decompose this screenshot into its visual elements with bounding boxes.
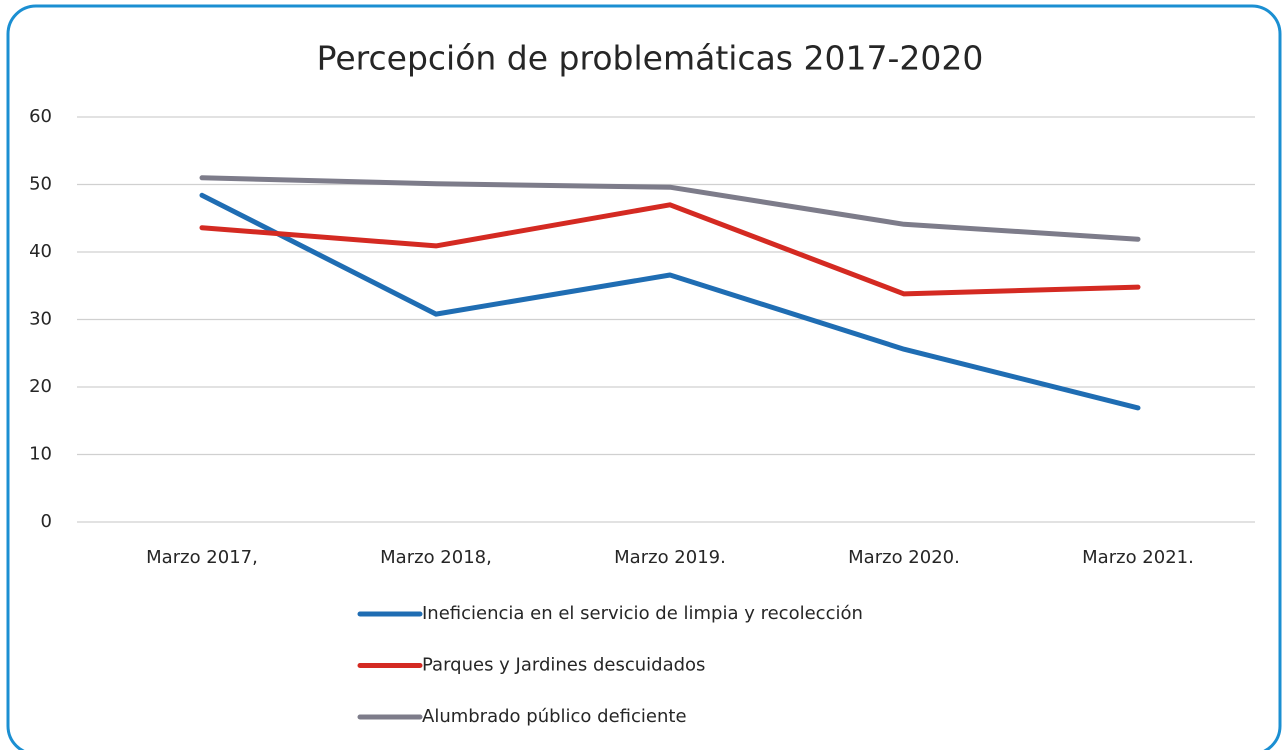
x-tick-label: Marzo 2020. — [848, 547, 960, 568]
x-tick-label: Marzo 2019. — [614, 547, 726, 568]
y-tick-label: 60 — [29, 106, 52, 127]
y-tick-label: 50 — [29, 174, 52, 195]
y-tick-label: 20 — [29, 376, 52, 397]
chart-title: Percepción de problemáticas 2017-2020 — [317, 39, 984, 78]
y-tick-label: 40 — [29, 241, 52, 262]
frame — [6, 4, 1282, 754]
series-line — [199, 175, 1141, 242]
y-tick-label: 30 — [29, 309, 52, 330]
y-tick-label: 0 — [41, 511, 52, 532]
legend-label: Ineficiencia en el servicio de limpia y … — [422, 603, 863, 624]
series-line — [199, 202, 1141, 297]
x-tick-label: Marzo 2021. — [1082, 547, 1194, 568]
y-tick-label: 10 — [29, 444, 52, 465]
series-line — [199, 192, 1141, 411]
x-tick-label: Marzo 2018, — [380, 547, 492, 568]
x-tick-label: Marzo 2017, — [146, 547, 258, 568]
legend-label: Alumbrado público deficiente — [422, 706, 687, 727]
legend-label: Parques y Jardines descuidados — [422, 655, 705, 676]
